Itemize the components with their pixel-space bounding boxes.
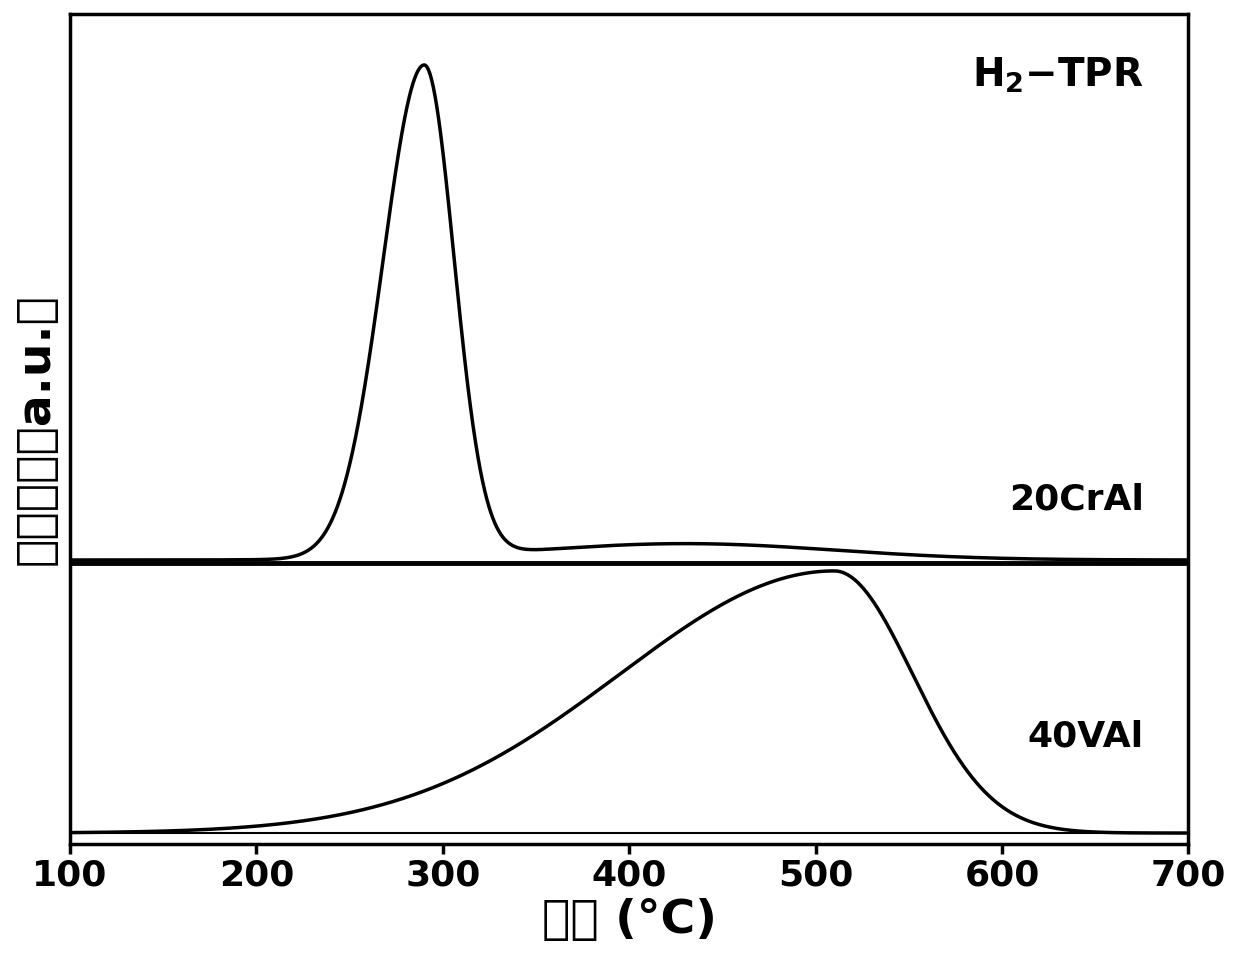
Text: 20CrAl: 20CrAl [1009,482,1143,517]
Y-axis label: 信号强度（a.u.）: 信号强度（a.u.） [14,293,58,565]
X-axis label: 温度 (°C): 温度 (°C) [542,898,717,943]
Text: 40VAl: 40VAl [1028,719,1143,753]
Text: $\mathbf{H_2}$$\mathbf{-TPR}$: $\mathbf{H_2}$$\mathbf{-TPR}$ [972,56,1143,95]
